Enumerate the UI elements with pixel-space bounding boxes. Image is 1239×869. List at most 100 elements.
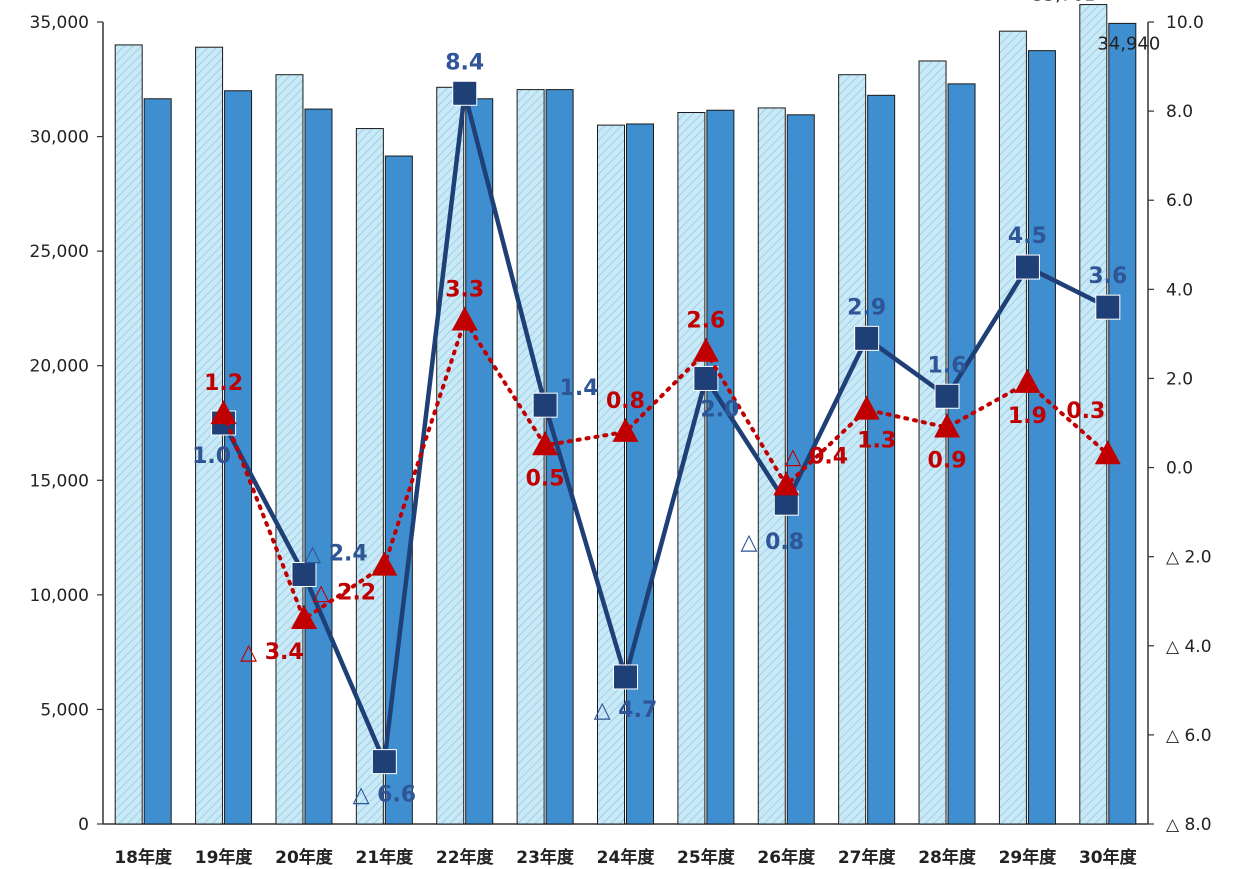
y-left-tick-label: 5,000 bbox=[40, 700, 89, 720]
bar-series-1 bbox=[195, 46, 224, 825]
line-marker-square bbox=[934, 383, 960, 409]
y-left-tick-label: 0 bbox=[78, 815, 89, 835]
line-data-label: △ 4.7 bbox=[594, 698, 658, 723]
line-data-label: 1.6 bbox=[928, 353, 967, 378]
line-data-label: 1.4 bbox=[560, 376, 599, 401]
line-marker-triangle bbox=[451, 306, 478, 331]
y-right-tick-label: 10.0 bbox=[1166, 13, 1204, 33]
y-right-tick-label: 0.0 bbox=[1166, 459, 1193, 479]
bar-series-2 bbox=[1108, 22, 1137, 825]
line-marker-triangle bbox=[934, 413, 961, 438]
y-right-tick-label: 6.0 bbox=[1166, 191, 1193, 211]
bar-series-1 bbox=[275, 74, 304, 825]
y-left-tick-label: 30,000 bbox=[30, 128, 89, 148]
x-tick-label: 24年度 bbox=[597, 847, 656, 868]
x-tick-label: 19年度 bbox=[195, 847, 254, 868]
line-marker-triangle bbox=[612, 417, 639, 442]
line-marker-square bbox=[291, 561, 317, 587]
line-data-label: 1.3 bbox=[857, 429, 896, 454]
line-marker-triangle bbox=[210, 400, 237, 425]
line-data-label: 4.5 bbox=[1008, 224, 1047, 249]
bar-series-1 bbox=[918, 60, 947, 825]
x-tick-label: 22年度 bbox=[436, 847, 495, 868]
line-data-label: △ 6.6 bbox=[353, 783, 417, 808]
bar-series-2 bbox=[1027, 50, 1056, 825]
line-series-red bbox=[221, 318, 1110, 622]
line-marker-triangle bbox=[532, 431, 559, 456]
line-marker-triangle bbox=[371, 551, 398, 576]
bar-series-2 bbox=[626, 123, 654, 825]
bar-series-1 bbox=[114, 44, 143, 825]
x-tick-label: 21年度 bbox=[356, 847, 415, 868]
x-tick-label: 25年度 bbox=[677, 847, 736, 868]
line-data-label: △ 3.4 bbox=[240, 640, 304, 665]
line-data-label: △ 0.8 bbox=[740, 530, 804, 555]
line-data-label: △ 2.2 bbox=[313, 581, 377, 606]
line-data-label: 0.3 bbox=[1066, 399, 1105, 424]
x-tick-label: 23年度 bbox=[516, 847, 575, 868]
line-data-label: 1.9 bbox=[1008, 404, 1047, 429]
line-marker-triangle bbox=[853, 395, 880, 420]
line-data-label: 0.5 bbox=[526, 466, 565, 491]
line-data-label: 2.0 bbox=[700, 397, 739, 422]
x-tick-label: 27年度 bbox=[838, 847, 897, 868]
x-tick-label: 18年度 bbox=[114, 847, 173, 868]
bar-series-1 bbox=[597, 124, 625, 825]
y-right-tick-label: △ 2.0 bbox=[1166, 548, 1212, 568]
y-right-tick-label: △ 8.0 bbox=[1166, 815, 1212, 835]
line-data-label: 0.8 bbox=[606, 389, 645, 414]
line-data-label: 1.0 bbox=[192, 444, 231, 469]
bar-series-1 bbox=[838, 74, 867, 825]
y-right-tick-label: 8.0 bbox=[1166, 102, 1193, 122]
bar-series-1 bbox=[1079, 4, 1108, 825]
bar-series-1 bbox=[355, 128, 384, 825]
bar-series-2 bbox=[867, 94, 896, 825]
line-marker-square bbox=[532, 392, 558, 418]
bar-data-label: 35,761 bbox=[1032, 0, 1095, 6]
y-left-tick-label: 15,000 bbox=[30, 471, 89, 491]
x-tick-label: 28年度 bbox=[918, 847, 977, 868]
bar-series-1 bbox=[516, 89, 545, 825]
bar-series-2 bbox=[465, 98, 494, 825]
x-tick-label: 29年度 bbox=[999, 847, 1058, 868]
y-right-tick-label: △ 6.0 bbox=[1166, 726, 1212, 746]
bar-data-label: 34,940 bbox=[1097, 33, 1160, 54]
line-data-label: △ 2.4 bbox=[304, 541, 368, 566]
line-data-label: 3.6 bbox=[1088, 264, 1127, 289]
bar-series-1 bbox=[998, 30, 1027, 825]
bar-series-2 bbox=[706, 109, 735, 825]
line-data-label: 1.2 bbox=[204, 371, 243, 396]
y-left-tick-label: 10,000 bbox=[30, 586, 89, 606]
line-marker-triangle bbox=[1014, 368, 1041, 393]
bar-series-2 bbox=[224, 90, 253, 825]
x-tick-label: 20年度 bbox=[275, 847, 334, 868]
bar-series-2 bbox=[947, 83, 976, 825]
line-data-label: △ 0.4 bbox=[784, 444, 848, 469]
y-left-tick-label: 25,000 bbox=[30, 242, 89, 262]
y-right-tick-label: △ 4.0 bbox=[1166, 637, 1212, 657]
x-tick-label: 26年度 bbox=[757, 847, 816, 868]
line-marker-square bbox=[613, 664, 638, 690]
line-data-label: 8.4 bbox=[445, 50, 484, 75]
line-marker-triangle bbox=[290, 605, 317, 630]
line-marker-square bbox=[854, 325, 880, 351]
bar-series-2 bbox=[143, 98, 172, 825]
line-data-label: 2.9 bbox=[847, 295, 886, 320]
line-marker-square bbox=[1095, 294, 1121, 320]
line-data-label: 2.6 bbox=[686, 309, 725, 334]
line-data-label: 0.9 bbox=[928, 448, 967, 473]
line-marker-triangle bbox=[692, 337, 719, 362]
line-marker-square bbox=[693, 365, 719, 391]
line-marker-triangle bbox=[773, 471, 800, 496]
y-left-tick-label: 20,000 bbox=[30, 357, 89, 377]
y-right-tick-label: 2.0 bbox=[1166, 369, 1193, 389]
line-marker-square bbox=[1014, 254, 1040, 280]
bar-series-1 bbox=[436, 86, 465, 825]
bar-series-2 bbox=[304, 108, 333, 825]
line-marker-triangle bbox=[1094, 440, 1121, 465]
line-series-blue bbox=[221, 91, 1109, 764]
line-marker-square bbox=[371, 749, 397, 775]
y-right-tick-label: 4.0 bbox=[1166, 280, 1193, 300]
